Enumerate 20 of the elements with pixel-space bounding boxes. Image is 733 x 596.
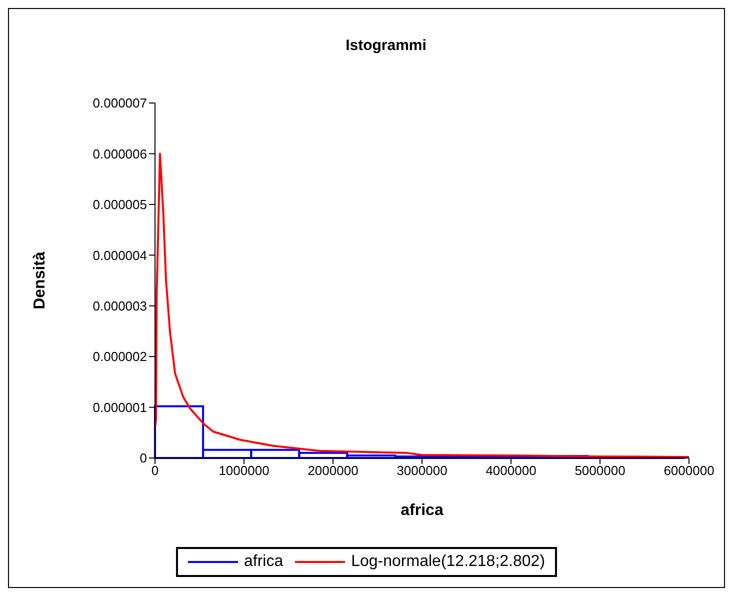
x-tick-label: 4000000	[486, 463, 536, 478]
y-axis-title: Densità	[32, 252, 49, 310]
x-axis-title: africa	[400, 502, 444, 519]
legend-label: africa	[244, 553, 284, 571]
x-tick-label: 0	[151, 463, 159, 478]
y-tick-label: 0.000007	[92, 96, 147, 111]
y-tick-label: 0.000004	[92, 248, 147, 263]
y-tick-label: 0.000001	[92, 400, 147, 415]
x-tick-label: 5000000	[574, 463, 626, 478]
y-tick-label: 0.000005	[92, 197, 147, 212]
y-tick-label: 0.000002	[92, 349, 147, 364]
y-tick-label: 0.000003	[92, 298, 147, 314]
legend-label: Log-normale(12.218;2.802)	[351, 553, 546, 571]
y-tick-label: 0	[140, 450, 147, 466]
x-tick-label: 6000000	[664, 463, 714, 478]
y-tick-label: 0.000006	[92, 146, 147, 162]
x-tick-label: 2000000	[308, 463, 358, 478]
chart-title: Istogrammi	[344, 37, 428, 54]
x-tick-label: 1000000	[218, 463, 270, 478]
x-tick-label: 3000000	[396, 463, 448, 478]
